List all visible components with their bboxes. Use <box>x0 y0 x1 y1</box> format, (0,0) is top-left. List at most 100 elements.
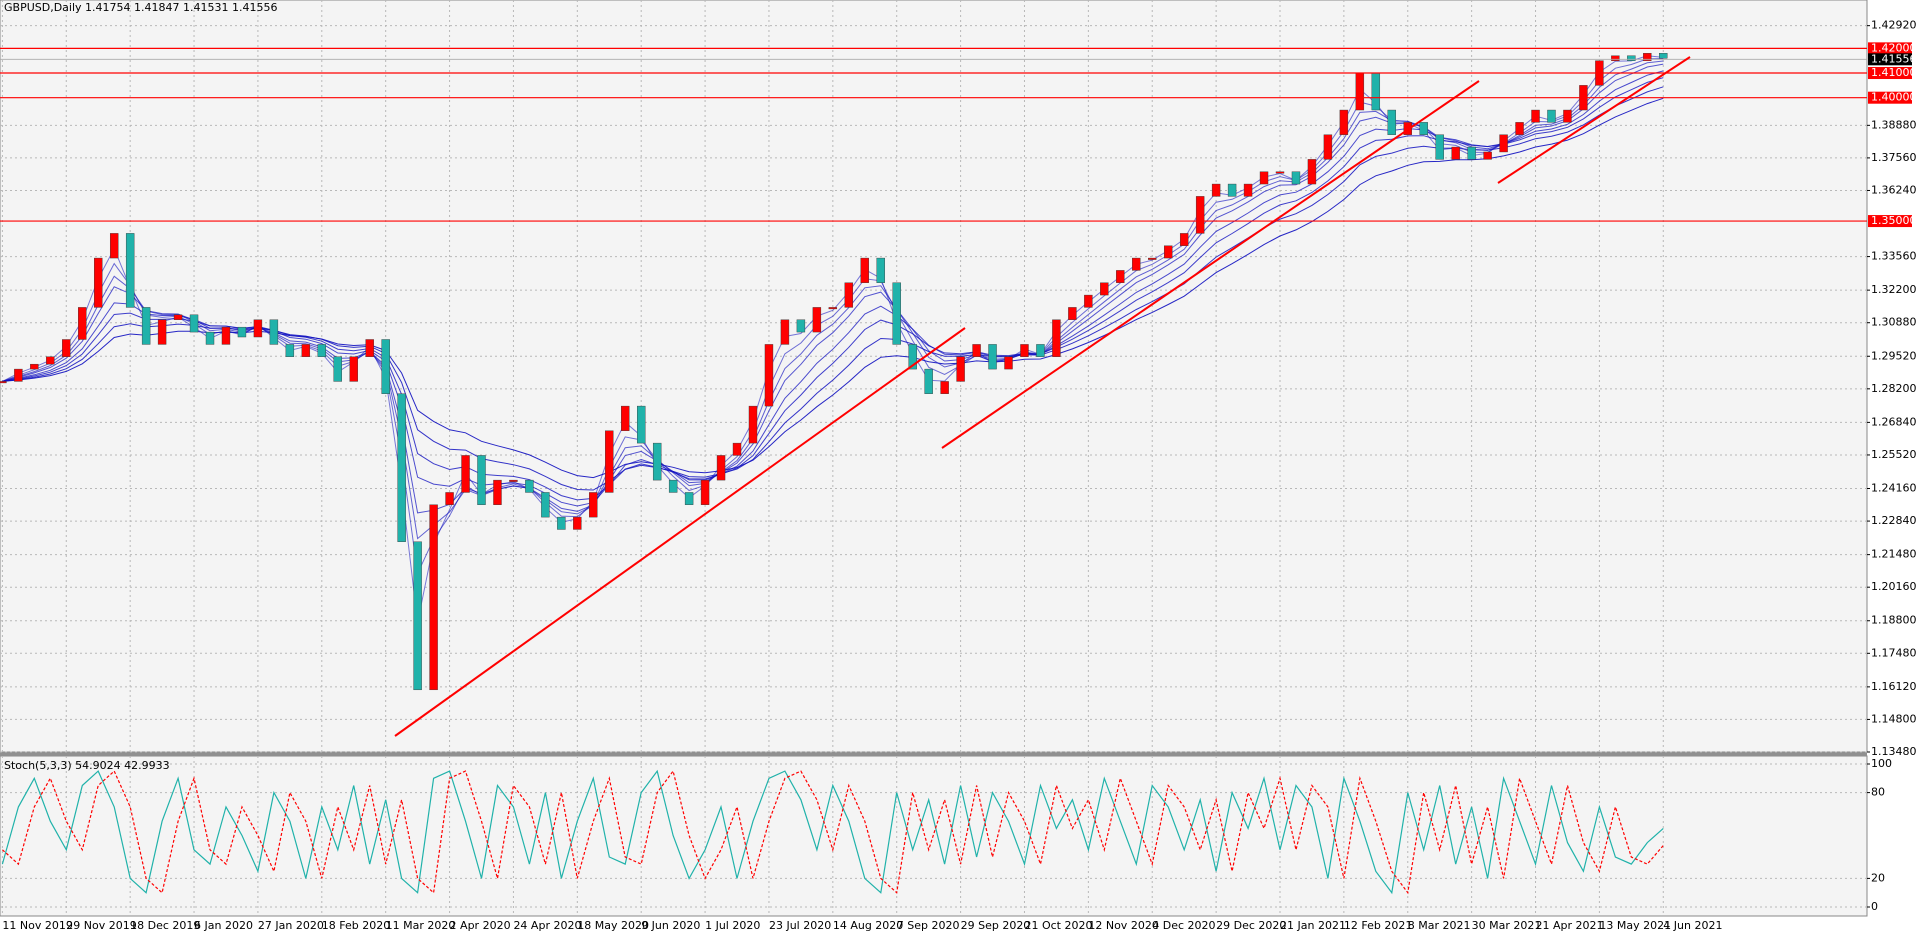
candle <box>1020 344 1029 357</box>
ma-ribbon <box>2 97 1664 479</box>
candle <box>157 319 167 345</box>
candle <box>1179 233 1189 246</box>
ma-ribbon <box>2 70 1664 507</box>
y-tick-label: 1.24160 <box>1871 482 1916 495</box>
candle <box>429 504 438 691</box>
y-tick-label: 1.42920 <box>1871 19 1916 32</box>
y-tick-label: 1.37560 <box>1871 151 1916 164</box>
candle <box>1611 55 1620 61</box>
ma-ribbon <box>2 63 1664 514</box>
x-tick-label: 11 Nov 2019 <box>2 919 72 932</box>
candle <box>109 233 119 259</box>
candle <box>589 492 598 518</box>
y-tick-label: 1.26840 <box>1871 415 1916 428</box>
y-tick-label: 80 <box>1871 786 1885 799</box>
x-tick-label: 8 Mar 2021 <box>1408 919 1471 932</box>
y-tick-label: 1.18800 <box>1871 614 1916 627</box>
trend-line <box>394 327 966 737</box>
candle <box>397 393 406 542</box>
stoch-line <box>1 769 1664 895</box>
candle <box>780 319 790 345</box>
candle <box>988 344 997 370</box>
candle <box>349 356 358 382</box>
candle <box>700 479 710 505</box>
y-tick-label: 1.28200 <box>1871 382 1916 395</box>
price-level-tag <box>1868 91 1912 104</box>
ma-ribbon <box>2 86 1664 491</box>
y-tick-label: 1.30880 <box>1871 316 1916 329</box>
candle <box>333 356 342 382</box>
x-tick-label: 4 Dec 2020 <box>1152 919 1215 932</box>
chart-title: GBPUSD,Daily 1.41754 1.41847 1.41531 1.4… <box>4 1 277 14</box>
candle <box>828 307 838 310</box>
candle <box>477 455 486 505</box>
y-tick-label: 1.32200 <box>1871 283 1916 296</box>
x-tick-label: 18 Feb 2020 <box>322 919 390 932</box>
price-level-tag <box>1868 42 1912 55</box>
candle <box>205 331 215 345</box>
candle <box>141 307 151 345</box>
candle <box>940 381 949 394</box>
candle <box>541 492 550 518</box>
candle <box>1563 109 1572 123</box>
x-tick-label: 12 Feb 2021 <box>1344 919 1412 932</box>
candle <box>1100 282 1109 296</box>
x-tick-label: 4 Jun 2021 <box>1663 919 1722 932</box>
candle <box>668 479 678 493</box>
candle <box>1643 53 1652 61</box>
candle <box>573 516 582 530</box>
candle <box>493 479 502 505</box>
stoch-line <box>2 769 1664 895</box>
candle <box>812 307 822 333</box>
y-tick-label: 1.38880 <box>1871 118 1916 131</box>
candle <box>125 233 135 308</box>
candle <box>684 492 694 505</box>
candle <box>1211 183 1221 197</box>
y-tick-label: 1.14800 <box>1871 712 1916 725</box>
x-tick-label: 23 Jul 2020 <box>769 919 831 932</box>
candle <box>1547 109 1556 123</box>
last-price-label: 1.41556 <box>1871 52 1916 65</box>
candle <box>796 319 806 333</box>
candle <box>221 326 231 345</box>
x-tick-label: 13 May 2021 <box>1599 919 1671 932</box>
y-tick-label: 1.22840 <box>1871 514 1916 527</box>
candle <box>269 319 279 345</box>
candle <box>1339 109 1349 135</box>
candle <box>860 257 869 283</box>
candle <box>716 455 726 481</box>
candle <box>381 339 390 394</box>
candle <box>0 381 7 384</box>
candle <box>1499 134 1508 153</box>
candle <box>621 405 630 431</box>
candle <box>1068 307 1077 320</box>
y-tick-label: 1.33560 <box>1871 250 1916 263</box>
candle <box>14 368 23 382</box>
candle <box>46 356 55 365</box>
candle <box>876 257 885 283</box>
last-price-tag <box>1868 53 1912 66</box>
x-tick-label: 29 Sep 2020 <box>961 919 1031 932</box>
candle <box>317 344 326 357</box>
candle <box>605 430 614 493</box>
candle <box>764 344 774 407</box>
main-panel <box>0 0 1868 753</box>
candle <box>1243 183 1253 197</box>
y-tick-label: 1.17480 <box>1871 646 1916 659</box>
candle <box>445 492 454 505</box>
y-tick-label: 1.13480 <box>1871 745 1916 758</box>
y-tick-label: 20 <box>1871 871 1885 884</box>
x-tick-label: 21 Jan 2021 <box>1280 919 1346 932</box>
candle <box>1004 356 1013 370</box>
candle <box>1227 183 1237 197</box>
candle <box>94 257 103 308</box>
candle <box>1052 319 1061 357</box>
candle <box>78 307 87 340</box>
y-tick-label: 0 <box>1871 900 1878 913</box>
candle <box>1659 53 1668 59</box>
candle <box>1419 122 1428 135</box>
x-tick-label: 21 Oct 2020 <box>1024 919 1092 932</box>
candle <box>924 368 933 394</box>
